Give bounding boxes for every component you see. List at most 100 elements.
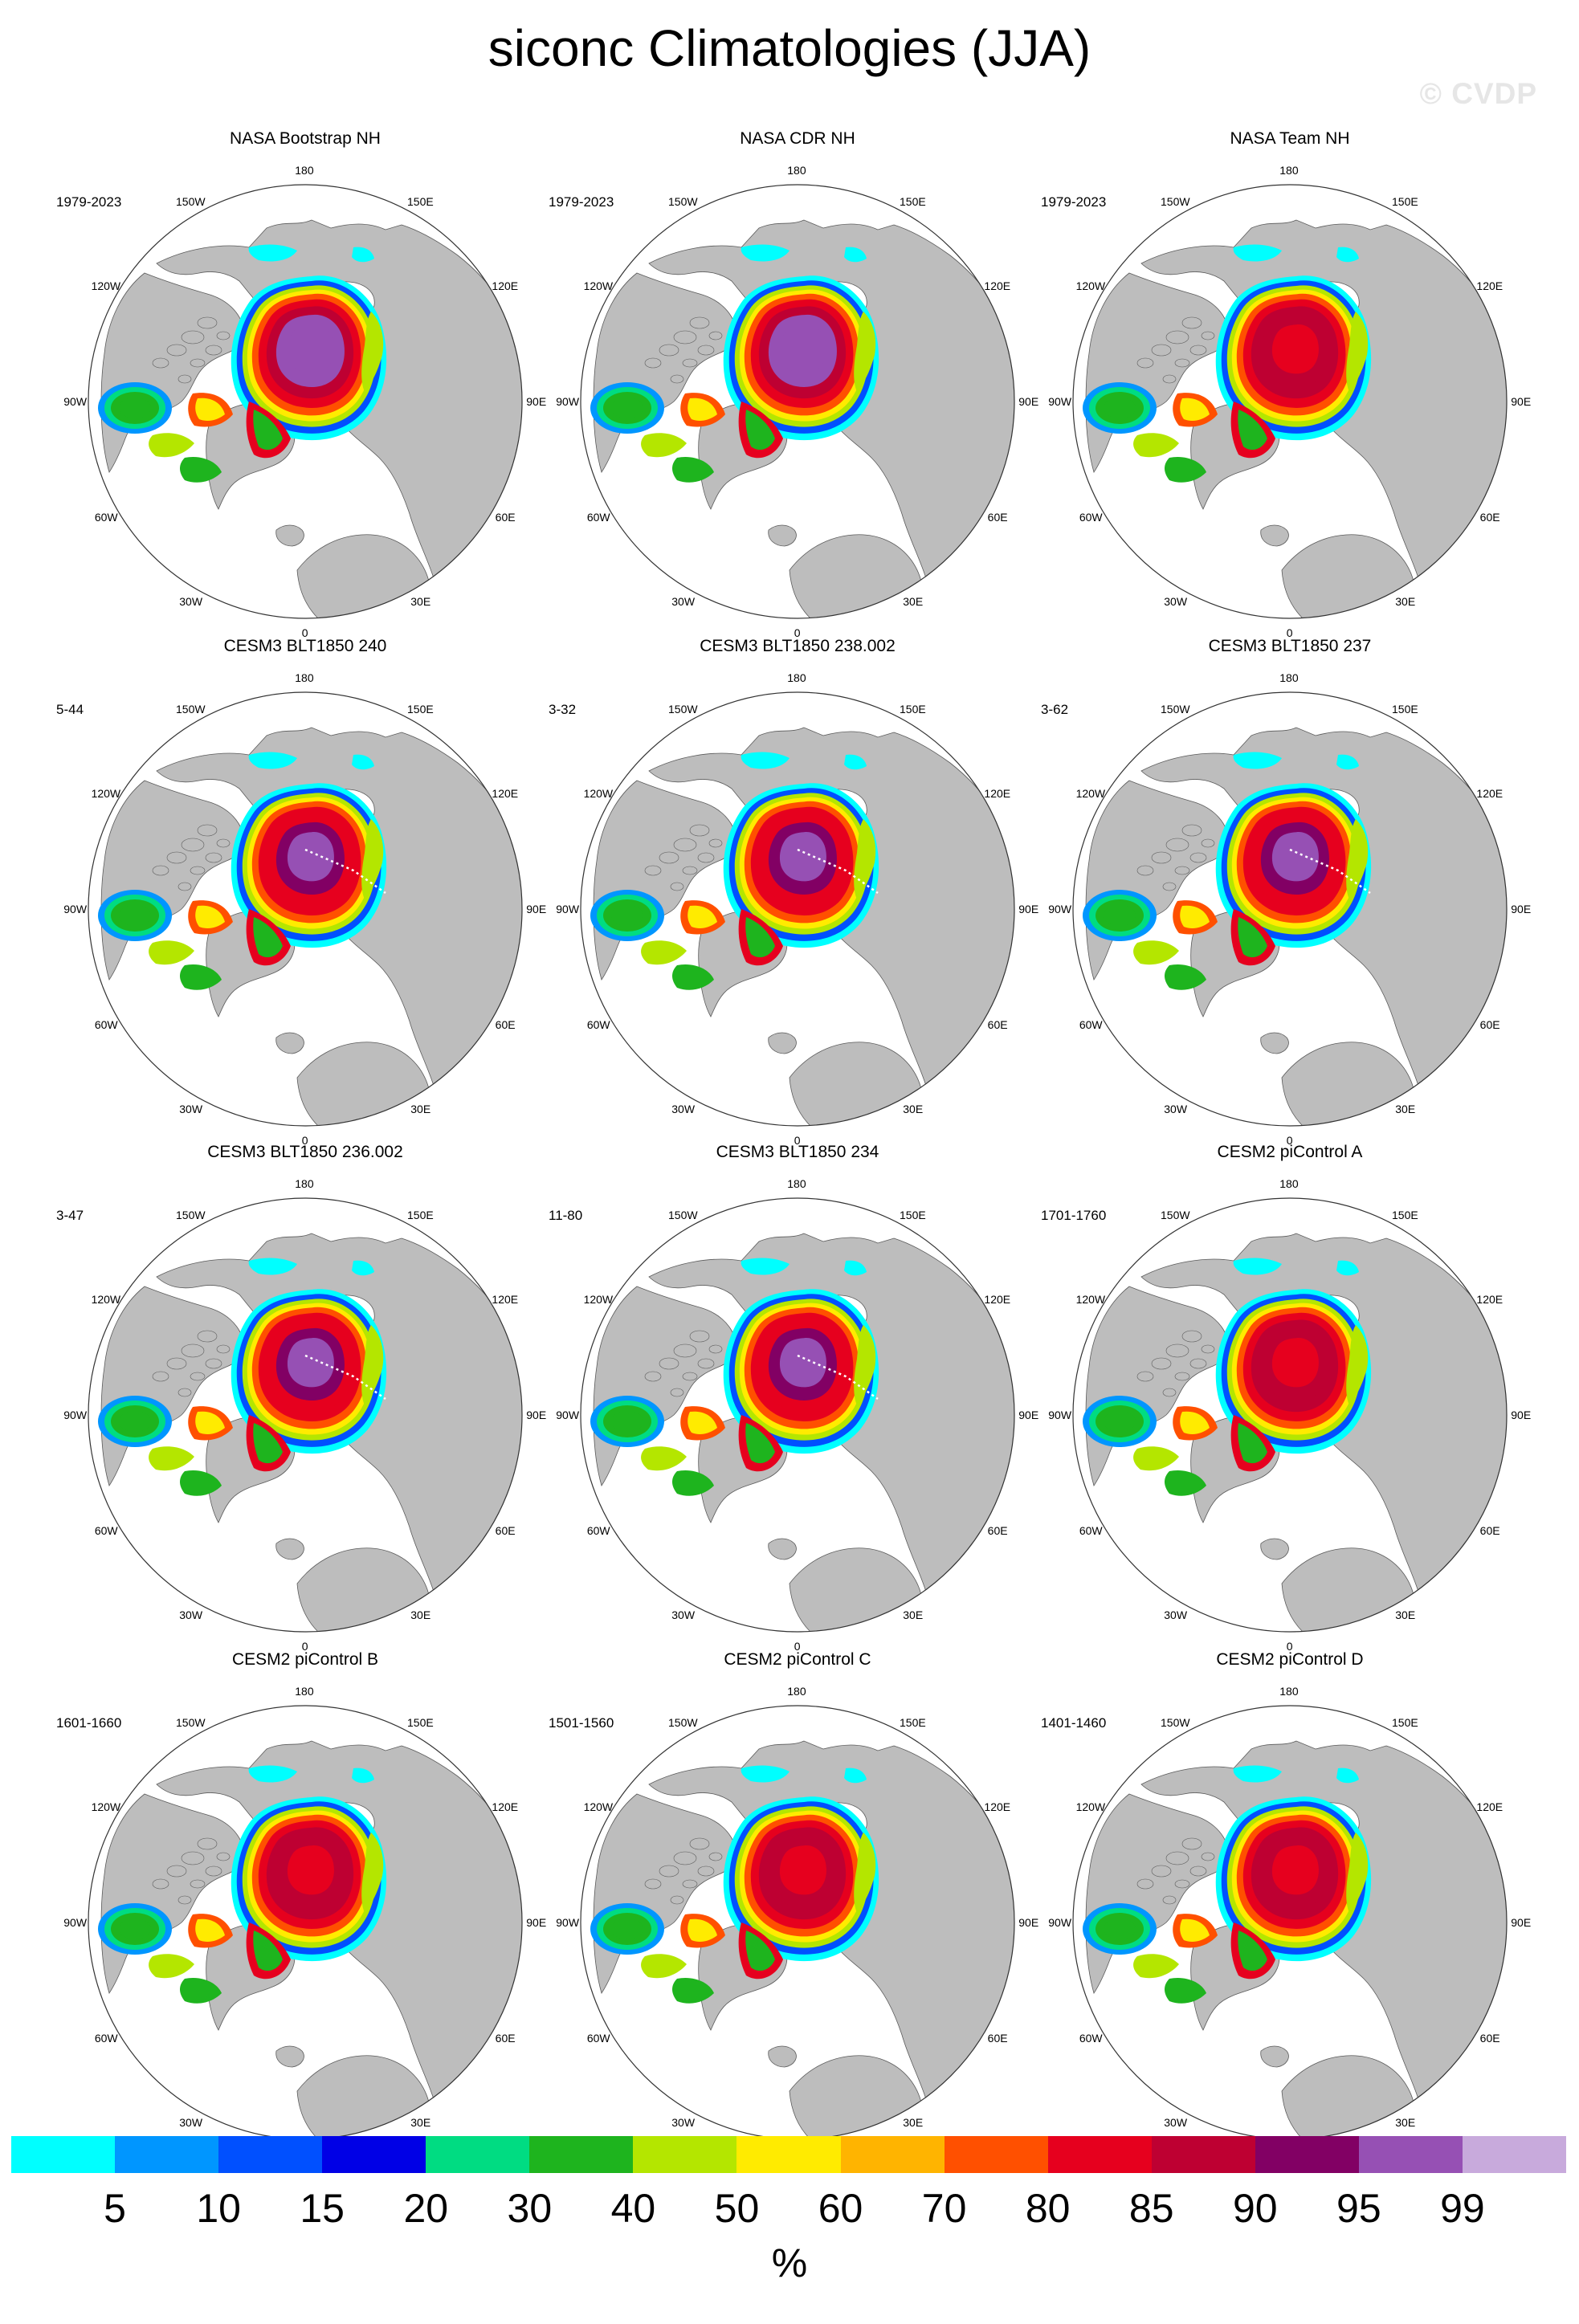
longitude-label: 180	[787, 1685, 806, 1698]
island	[216, 1852, 231, 1861]
island	[177, 374, 192, 384]
polar-map	[1072, 1197, 1508, 1633]
longitude-label: 0	[794, 1640, 801, 1653]
sea-ice	[1083, 752, 1372, 990]
island	[1136, 357, 1154, 369]
island	[708, 838, 723, 848]
panel-title: NASA Team NH	[1230, 129, 1350, 148]
island	[1165, 330, 1189, 345]
polar-map	[1072, 1705, 1508, 2140]
island	[197, 1330, 218, 1343]
longitude-label: 120E	[984, 1293, 1011, 1306]
colorbar-tick-label: 15	[300, 2186, 345, 2231]
longitude-label: 150W	[1161, 702, 1190, 716]
colorbar-tick-label: 90	[1232, 2186, 1278, 2231]
island	[216, 331, 231, 340]
longitude-label: 150E	[407, 1715, 434, 1729]
map-border	[88, 1197, 523, 1633]
island	[190, 866, 206, 875]
land	[275, 524, 304, 547]
longitude-label: 120E	[984, 279, 1011, 292]
island	[697, 1358, 715, 1369]
panel-title: CESM3 BLT1850 234	[716, 1143, 879, 1161]
colorbar-swatch	[944, 2136, 1048, 2173]
island	[181, 838, 205, 852]
longitude-label: 30W	[1164, 1103, 1188, 1116]
longitude-label: 0	[794, 1134, 801, 1147]
island	[689, 1330, 710, 1343]
longitude-label: 120E	[984, 787, 1011, 800]
longitude-label: 90W	[556, 395, 580, 408]
longitude-label: 60E	[987, 1524, 1008, 1537]
longitude-label: 150E	[407, 702, 434, 716]
longitude-label: 150E	[407, 194, 434, 208]
colorbar-tick-label: 30	[507, 2186, 553, 2231]
colorbar-swatch	[115, 2136, 219, 2173]
longitude-label: 120W	[583, 279, 614, 292]
longitude-label: 180	[1279, 164, 1299, 177]
island	[1181, 316, 1202, 329]
island	[697, 1865, 715, 1877]
polar-map	[580, 1197, 1015, 1633]
panel-years: 3-62	[1041, 702, 1069, 717]
colorbar-tick-label: 80	[1025, 2186, 1071, 2231]
island	[673, 1343, 697, 1358]
polar-map	[88, 184, 523, 619]
longitude-label: 60W	[586, 2032, 610, 2045]
longitude-label: 30W	[179, 1103, 203, 1116]
colorbar-swatch	[1047, 2136, 1152, 2173]
island	[216, 1344, 231, 1354]
island	[697, 852, 715, 863]
island	[181, 1851, 205, 1865]
island	[1136, 865, 1154, 876]
island	[1151, 851, 1172, 864]
longitude-label: 150W	[668, 1715, 698, 1729]
polar-map	[1072, 691, 1508, 1127]
island	[205, 1865, 222, 1877]
longitude-label: 90W	[63, 395, 88, 408]
island	[682, 866, 698, 875]
map-panel: NASA CDR NH 1979-2023 180 150E 120E 90E 60E 30E…	[549, 129, 1047, 650]
island	[1162, 374, 1177, 384]
sea-ice	[1083, 1765, 1372, 2004]
island	[1162, 882, 1177, 891]
longitude-label: 60E	[987, 2032, 1008, 2045]
longitude-label: 150W	[176, 702, 206, 716]
land	[1260, 1032, 1289, 1054]
panel-years: 1601-1660	[56, 1715, 122, 1731]
colorbar	[11, 2136, 1566, 2173]
island	[190, 1879, 206, 1889]
longitude-label: 150E	[1392, 702, 1418, 716]
panel-years: 1701-1760	[1041, 1208, 1107, 1223]
map-panel: CESM3 BLT1850 234 11-80 180 150E 120E 90E 60E 3…	[549, 1143, 1047, 1664]
longitude-label: 90E	[1018, 1916, 1039, 1929]
island	[1181, 1330, 1202, 1343]
island	[1201, 838, 1215, 848]
longitude-label: 120E	[1476, 1293, 1504, 1306]
longitude-label: 60W	[586, 511, 610, 524]
map-panel: CESM2 piControl D 1401-1460 180 150E 120E 90E…	[1041, 1650, 1539, 2171]
longitude-label: 60E	[495, 2032, 516, 2045]
longitude-label: 120W	[91, 279, 121, 292]
longitude-label: 60E	[1479, 2032, 1500, 2045]
colorbar-tick-label: 5	[104, 2186, 126, 2231]
island	[670, 882, 684, 891]
sea-ice	[98, 752, 387, 990]
panel-years: 11-80	[549, 1208, 583, 1223]
longitude-label: 30E	[1395, 1103, 1416, 1116]
map-border	[580, 691, 1015, 1127]
island	[708, 331, 723, 340]
longitude-label: 60W	[94, 1524, 118, 1537]
map-panel: CESM3 BLT1850 236.002 3-47 180 150E 120E 90E 6…	[56, 1143, 554, 1664]
longitude-label: 60E	[987, 1018, 1008, 1031]
longitude-label: 90W	[556, 1916, 580, 1929]
longitude-label: 30W	[671, 2116, 696, 2130]
colorbar-tick-label: 20	[403, 2186, 449, 2231]
polar-map	[88, 691, 523, 1127]
longitude-label: 60E	[1479, 511, 1500, 524]
longitude-label: 90W	[556, 1409, 580, 1421]
island	[1174, 1879, 1190, 1889]
sea-ice	[98, 1765, 387, 2004]
island	[1165, 1851, 1189, 1865]
longitude-label: 90W	[1048, 1916, 1072, 1929]
